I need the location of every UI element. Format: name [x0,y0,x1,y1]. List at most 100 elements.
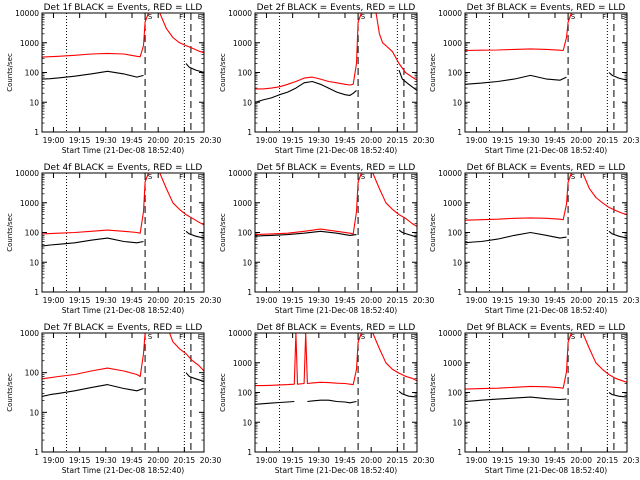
y-tick-label: 10000 [228,169,252,178]
x-tick-label: 19:00 [43,456,65,465]
x-tick-label: 20:15 [174,136,196,145]
x-tick-label: 19:30 [308,136,330,145]
plot-frame [254,12,418,133]
event-marker: F [602,13,606,21]
event-marker: F [179,333,183,341]
y-tick-label: 1 [247,128,252,137]
y-axis-label: Counts/sec [429,213,437,252]
y-tick-label: 10000 [15,169,39,178]
x-tick-label: 19:45 [544,456,566,465]
x-tick-label: 20:15 [597,136,619,145]
panel-title: Det 4f BLACK = Events, RED = LLD [44,163,203,173]
plot-frame [41,172,205,293]
events-series-line [465,72,627,85]
x-tick-label: 19:00 [256,136,278,145]
corner-marker: E [198,173,202,181]
detector-panel-4: Det 4f BLACK = Events, RED = LLD 1 10 100 10… [6,163,222,315]
y-axis-label: Counts/sec [6,373,14,412]
y-tick-label: 10 [29,408,39,417]
y-axis-label: Counts/sec [6,213,14,252]
y-tick-label: 100 [25,229,40,238]
detector-panel-7: Det 7f BLACK = Events, RED = LLD 1 10 100 10… [6,323,222,475]
y-tick-label: 100 [448,229,463,238]
corner-marker: E [411,13,415,21]
x-axis-label: Start Time (21-Dec-08 18:52:40) [485,146,607,155]
plot-frame [464,12,628,133]
series-group [255,13,417,103]
x-tick-label: 19:00 [43,296,65,305]
x-tick-label: 19:45 [334,296,356,305]
events-series-line [42,230,204,247]
x-tick-label: 20:30 [623,136,640,145]
event-marker: F [392,173,396,181]
y-tick-label: 100 [448,69,463,78]
x-tick-label: 20:15 [387,296,409,305]
x-tick-label: 20:00 [147,456,169,465]
x-axis-label: Start Time (21-Dec-08 18:52:40) [62,466,184,475]
x-tick-label: 20:00 [570,136,592,145]
series-group [42,173,204,247]
x-tick-label: 19:15 [282,456,304,465]
y-axis-label: Counts/sec [219,373,227,412]
x-tick-label: 19:15 [492,136,514,145]
events-series-line [465,392,627,403]
y-tick-label: 100 [25,69,40,78]
corner-marker: E [621,13,625,21]
x-tick-label: 20:00 [570,296,592,305]
lld-series-line [255,13,417,90]
y-tick-label: 1 [34,288,39,297]
detector-panel-6: Det 6f BLACK = Events, RED = LLD 1 10 100 10… [429,163,640,315]
event-marker: F [602,333,606,341]
y-tick-label: 1000 [233,39,252,48]
event-marker: F [392,333,396,341]
lld-series-line [465,333,627,390]
y-tick-label: 10 [242,418,252,427]
events-series-line [255,390,417,405]
y-tick-label: 100 [25,369,40,378]
x-tick-label: 19:45 [121,296,143,305]
event-marker: S [361,333,366,341]
panel-title: Det 6f BLACK = Events, RED = LLD [467,163,626,173]
y-tick-label: 10 [29,258,39,267]
x-tick-label: 20:15 [597,456,619,465]
x-tick-label: 20:30 [623,456,640,465]
x-tick-label: 19:45 [121,136,143,145]
x-tick-label: 20:30 [200,296,222,305]
event-marker: F [179,13,183,21]
events-series-line [42,372,204,398]
x-tick-label: 19:00 [256,296,278,305]
x-axis-label: Start Time (21-Dec-08 18:52:40) [62,146,184,155]
event-marker: S [571,173,576,181]
corner-marker: E [621,173,625,181]
lld-series-line [42,333,204,380]
x-tick-label: 19:00 [256,456,278,465]
y-tick-label: 10 [452,258,462,267]
y-tick-label: 100 [238,389,253,398]
events-series-line [42,63,204,80]
y-tick-label: 10000 [438,169,462,178]
y-tick-label: 1000 [443,359,462,368]
plot-frame [41,332,205,453]
x-tick-label: 19:45 [544,136,566,145]
x-tick-label: 19:00 [43,136,65,145]
x-tick-label: 20:30 [623,296,640,305]
y-tick-label: 10000 [228,329,252,338]
y-tick-label: 10 [242,258,252,267]
series-group [255,333,417,405]
x-axis-label: Start Time (21-Dec-08 18:52:40) [275,466,397,475]
x-tick-label: 20:15 [387,136,409,145]
lld-series-line [255,333,417,387]
y-tick-label: 1000 [20,329,39,338]
y-tick-label: 1 [457,448,462,457]
panel-title: Det 1f BLACK = Events, RED = LLD [44,3,203,13]
y-tick-label: 10000 [438,329,462,338]
x-axis-label: Start Time (21-Dec-08 18:52:40) [275,306,397,315]
detector-panel-1: Det 1f BLACK = Events, RED = LLD 1 10 100 10… [6,3,222,155]
y-tick-label: 10000 [228,9,252,18]
x-tick-label: 20:00 [360,456,382,465]
x-tick-label: 20:00 [360,136,382,145]
x-tick-label: 20:30 [200,136,222,145]
corner-marker: E [621,333,625,341]
series-group [42,333,204,398]
x-tick-label: 20:30 [413,136,435,145]
